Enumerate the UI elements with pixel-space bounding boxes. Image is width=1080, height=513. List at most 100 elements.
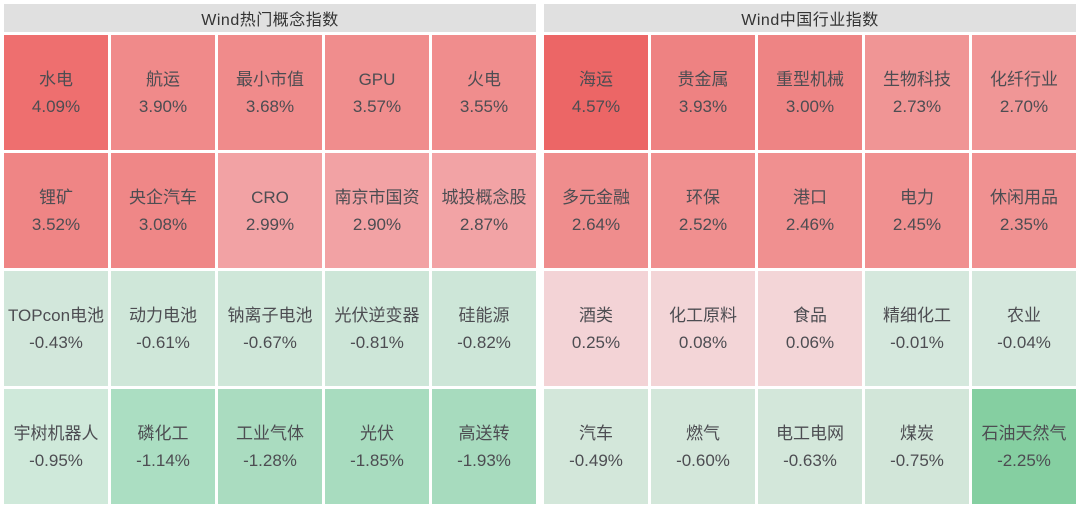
heatmap-cell[interactable]: 城投概念股 2.87% [432,153,536,268]
panel-china-industry-indices: Wind中国行业指数 海运 4.57% 贵金属 3.93% 重型机械 3.00% 生物科技 2… [544,4,1076,504]
cell-change-percent: -0.04% [997,332,1051,352]
panel-title-hot-concept: Wind热门概念指数 [4,4,536,32]
cell-index-name: 燃气 [686,423,720,443]
heatmap-cell[interactable]: CRO 2.99% [218,153,322,268]
heatmap-cell[interactable]: 火电 3.55% [432,35,536,150]
cell-change-percent: 2.90% [352,214,402,234]
heatmap-cell[interactable]: 高送转 -1.93% [432,389,536,504]
cell-index-name: 石油天然气 [981,423,1067,443]
heatmap-cell[interactable]: 宇树机器人 -0.95% [4,389,108,504]
heatmap-cell[interactable]: 食品 0.06% [758,271,862,386]
cell-index-name: 海运 [579,69,613,89]
cell-index-name: 南京市国资 [334,187,420,207]
heatmap-cell[interactable]: 钠离子电池 -0.67% [218,271,322,386]
cell-index-name: 化工原料 [669,305,737,325]
cell-index-name: 酒类 [579,305,613,325]
cell-index-name: 煤炭 [900,423,934,443]
cell-index-name: 环保 [686,187,720,207]
cell-change-percent: -2.25% [997,450,1051,470]
heatmap-cell[interactable]: 化工原料 0.08% [651,271,755,386]
cell-index-name: 多元金融 [562,187,630,207]
heatmap-cell[interactable]: 航运 3.90% [111,35,215,150]
heatmap-cell[interactable]: 生物科技 2.73% [865,35,969,150]
cell-change-percent: -0.01% [890,332,944,352]
cell-index-name: CRO [251,187,289,207]
cell-index-name: 光伏 [360,423,394,443]
cell-index-name: 硅能源 [458,305,510,325]
cell-index-name: 重型机械 [776,69,844,89]
cell-index-name: 央企汽车 [129,187,197,207]
heatmap-cell[interactable]: 煤炭 -0.75% [865,389,969,504]
heatmap-cell[interactable]: GPU 3.57% [325,35,429,150]
heatmap-cell[interactable]: 南京市国资 2.90% [325,153,429,268]
cell-change-percent: -0.43% [29,332,83,352]
cell-index-name: 水电 [39,69,73,89]
cell-index-name: 宇树机器人 [13,423,99,443]
cell-index-name: 火电 [467,69,501,89]
panel-hot-concept-indices: Wind热门概念指数 水电 4.09% 航运 3.90% 最小市值 3.68% GPU 3.5… [4,4,536,504]
heatmap-cell[interactable]: 燃气 -0.60% [651,389,755,504]
heatmap-cell[interactable]: 锂矿 3.52% [4,153,108,268]
heatmap-cell[interactable]: 精细化工 -0.01% [865,271,969,386]
cell-change-percent: -1.93% [457,450,511,470]
cell-change-percent: 2.87% [459,214,509,234]
cell-index-name: 锂矿 [39,187,73,207]
heatmap-cell[interactable]: 磷化工 -1.14% [111,389,215,504]
cell-change-percent: 2.46% [785,214,835,234]
cell-index-name: 电工电网 [776,423,844,443]
cell-index-name: 动力电池 [129,305,197,325]
cell-index-name: 最小市值 [236,69,304,89]
heatmap-cell[interactable]: 港口 2.46% [758,153,862,268]
heatmap-cell[interactable]: 电力 2.45% [865,153,969,268]
heatmap-cell[interactable]: 多元金融 2.64% [544,153,648,268]
cell-change-percent: 3.57% [352,96,402,116]
cell-index-name: 航运 [146,69,180,89]
cell-change-percent: -0.67% [243,332,297,352]
cell-index-name: 电力 [900,187,934,207]
heatmap-cell[interactable]: 农业 -0.04% [972,271,1076,386]
cell-index-name: 生物科技 [883,69,951,89]
heatmap-cell[interactable]: 酒类 0.25% [544,271,648,386]
cell-change-percent: 2.45% [892,214,942,234]
heatmap-cell[interactable]: TOPcon电池 -0.43% [4,271,108,386]
heatmap-cell[interactable]: 水电 4.09% [4,35,108,150]
heatmap-grid-china-industry: 海运 4.57% 贵金属 3.93% 重型机械 3.00% 生物科技 2.73% 化纤行业 2.7… [544,35,1076,504]
heatmap-cell[interactable]: 光伏 -1.85% [325,389,429,504]
cell-change-percent: 3.55% [459,96,509,116]
cell-index-name: 钠离子电池 [227,305,313,325]
cell-index-name: 高送转 [458,423,510,443]
cell-index-name: 精细化工 [883,305,951,325]
heatmap-cell[interactable]: 汽车 -0.49% [544,389,648,504]
cell-index-name: 工业气体 [236,423,304,443]
cell-change-percent: -0.95% [29,450,83,470]
heatmap-cell[interactable]: 央企汽车 3.08% [111,153,215,268]
panel-title-china-industry: Wind中国行业指数 [544,4,1076,32]
cell-index-name: 城投概念股 [441,187,527,207]
heatmap-cell[interactable]: 化纤行业 2.70% [972,35,1076,150]
cell-change-percent: 2.70% [999,96,1049,116]
cell-change-percent: 3.52% [31,214,81,234]
cell-change-percent: -1.14% [136,450,190,470]
heatmap-cell[interactable]: 电工电网 -0.63% [758,389,862,504]
cell-index-name: GPU [358,69,396,89]
cell-change-percent: 2.73% [892,96,942,116]
heatmap-cell[interactable]: 最小市值 3.68% [218,35,322,150]
heatmap-cell[interactable]: 重型机械 3.00% [758,35,862,150]
cell-index-name: 汽车 [579,423,613,443]
heatmap-cell[interactable]: 贵金属 3.93% [651,35,755,150]
heatmap-cell[interactable]: 海运 4.57% [544,35,648,150]
cell-index-name: 农业 [1007,305,1041,325]
heatmap-cell[interactable]: 环保 2.52% [651,153,755,268]
cell-change-percent: 0.25% [571,332,621,352]
heatmap-cell[interactable]: 工业气体 -1.28% [218,389,322,504]
heatmap-cell[interactable]: 石油天然气 -2.25% [972,389,1076,504]
cell-index-name: 休闲用品 [990,187,1058,207]
heatmap-cell[interactable]: 光伏逆变器 -0.81% [325,271,429,386]
cell-index-name: 光伏逆变器 [334,305,420,325]
heatmap-cell[interactable]: 硅能源 -0.82% [432,271,536,386]
cell-index-name: 磷化工 [137,423,189,443]
cell-change-percent: 4.09% [31,96,81,116]
heatmap-cell[interactable]: 休闲用品 2.35% [972,153,1076,268]
heatmap-cell[interactable]: 动力电池 -0.61% [111,271,215,386]
